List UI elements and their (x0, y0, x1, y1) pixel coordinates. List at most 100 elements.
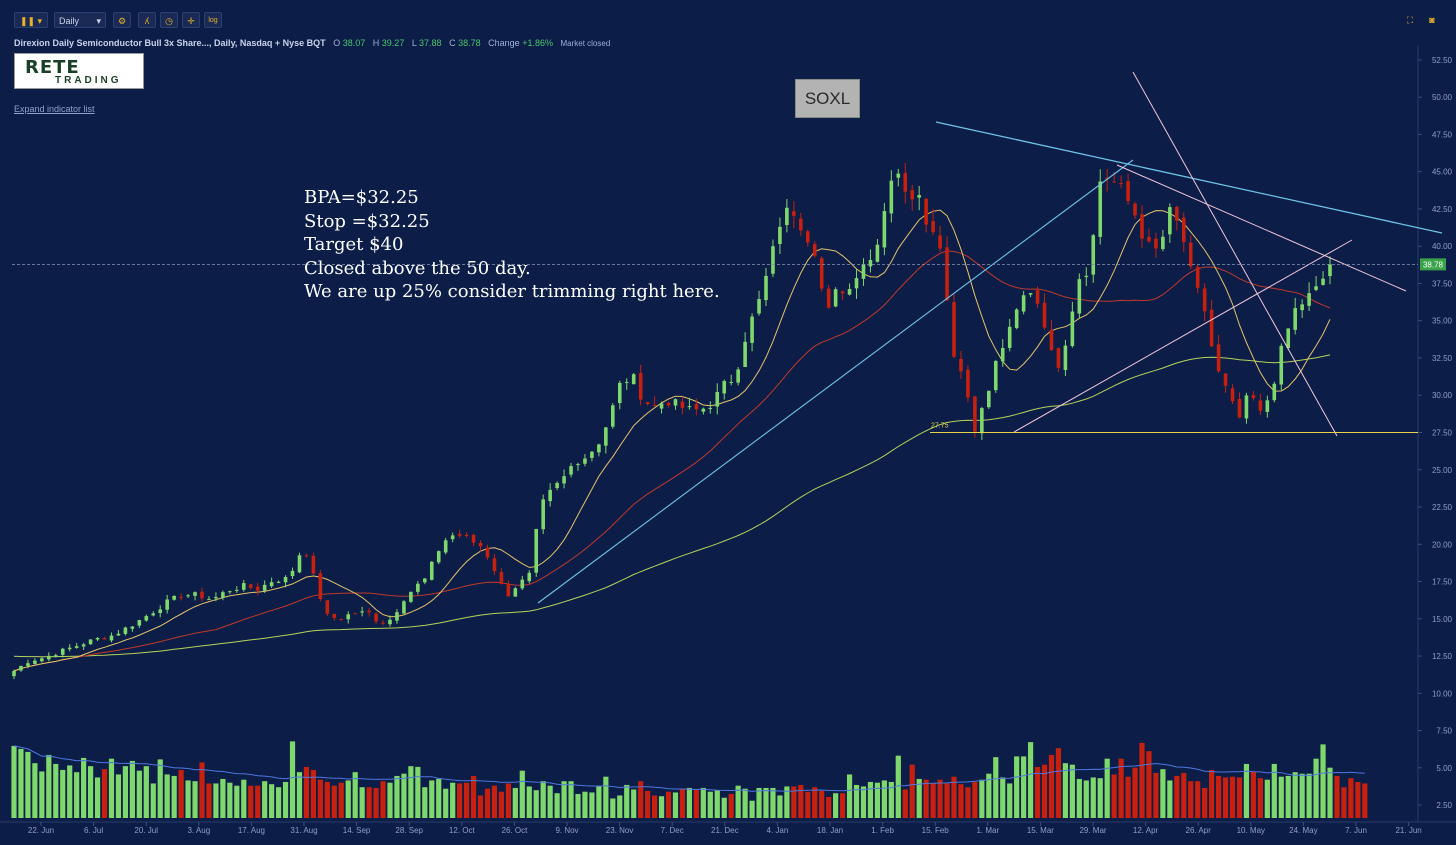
x-tick-label: 28. Sep (395, 826, 423, 835)
channel-trendline (1013, 239, 1353, 433)
volume-bar (819, 790, 825, 818)
volume-bar (317, 779, 323, 818)
y-tick-label: 2.50 (1436, 801, 1452, 810)
interval-select[interactable]: Daily ▾ (54, 12, 106, 28)
candle (1293, 308, 1297, 330)
volume-bar (296, 772, 303, 818)
volume-bar (707, 791, 713, 818)
volume-bar (192, 781, 198, 818)
candle (583, 458, 587, 464)
volume-bar (1027, 742, 1034, 818)
volume-bar (770, 787, 776, 818)
volume-bar (582, 791, 588, 818)
volume-bar (1181, 772, 1187, 818)
volume-bar (1341, 787, 1347, 818)
y-tick-label: 7.50 (1436, 727, 1452, 736)
candle (645, 402, 650, 405)
volume-bar (1188, 781, 1194, 818)
candle (311, 555, 316, 574)
volume-bar (1007, 783, 1013, 818)
volume-bar (979, 779, 985, 818)
candle (673, 399, 678, 406)
volume-bar (1125, 776, 1131, 818)
candle (1223, 373, 1228, 386)
candle (471, 535, 476, 543)
time-button[interactable]: ◷ (160, 12, 178, 28)
volume-bar (477, 795, 484, 818)
candle (172, 595, 176, 600)
volume-bar (784, 786, 790, 818)
candle (750, 316, 754, 343)
candle (1140, 214, 1144, 239)
chart-type-button[interactable]: ❚❚ ▾ (14, 12, 48, 28)
log-scale-button[interactable]: log (204, 12, 222, 28)
volume-bar (895, 755, 901, 818)
candle (569, 466, 573, 475)
note-bpa: BPA=$32.25 (304, 187, 419, 208)
candle (297, 555, 302, 573)
open-label: O (333, 38, 341, 48)
volume-bar (331, 785, 337, 818)
volume-bar (714, 790, 720, 818)
volume-bar (937, 779, 943, 818)
y-tick-label: 45.00 (1432, 168, 1453, 177)
candle (778, 226, 782, 244)
candle (1168, 207, 1172, 235)
candle (792, 211, 796, 216)
volume-bar (94, 777, 101, 818)
candle (513, 588, 518, 597)
gear-icon: ⚙ (117, 16, 127, 26)
volume-bar (833, 793, 839, 818)
candle (436, 551, 441, 563)
candle (464, 534, 469, 537)
x-tick-label: 1. Feb (871, 826, 894, 835)
volume-bar (853, 784, 860, 818)
volume-bar (721, 797, 727, 818)
candle (541, 499, 545, 530)
indicators-button[interactable]: ʎ (138, 12, 156, 28)
x-tick-label: 4. Jan (767, 826, 789, 835)
expand-indicator-link[interactable]: Expand indicator list (14, 104, 95, 114)
volume-bar (693, 789, 699, 818)
volume-bar (526, 786, 532, 818)
x-tick-label: 1. Mar (976, 826, 999, 835)
volume-bar (498, 791, 505, 818)
candle (200, 591, 204, 599)
candle (151, 613, 156, 616)
candle (1077, 279, 1082, 314)
volume-bar (157, 759, 163, 818)
volume-bar (686, 787, 693, 818)
note-trim: We are up 25% consider trimming right he… (304, 281, 720, 302)
candle (812, 244, 817, 256)
candle (826, 288, 831, 308)
volume-bar (401, 773, 407, 818)
x-tick-label: 7. Dec (661, 826, 684, 835)
volume-bar (638, 781, 644, 818)
candle (1272, 383, 1277, 401)
x-tick-label: 23. Nov (606, 826, 634, 835)
volume-bar (951, 776, 957, 818)
candle (450, 535, 455, 540)
candle (805, 231, 810, 243)
candle (478, 542, 483, 547)
y-tick-label: 37.50 (1432, 279, 1453, 288)
volume-bar (1306, 773, 1312, 818)
candle (499, 572, 504, 584)
x-tick-label: 21. Jun (1395, 826, 1421, 835)
volume-bar (18, 748, 24, 818)
settings-button[interactable]: ⚙ (113, 12, 131, 28)
candle (193, 592, 197, 596)
fullscreen-button[interactable]: ⛶ (1402, 12, 1418, 28)
candle (931, 221, 935, 233)
volume-bar (1062, 763, 1069, 818)
candle (12, 671, 16, 677)
volume-bar (1271, 763, 1277, 818)
candle (186, 595, 190, 597)
volume-bar (1167, 780, 1173, 818)
candle (597, 444, 601, 453)
snapshot-button[interactable]: ◙ (1424, 12, 1440, 28)
crosshair-icon: ✛ (187, 16, 195, 26)
draw-button[interactable]: ✛ (182, 12, 200, 28)
candle (40, 658, 44, 662)
